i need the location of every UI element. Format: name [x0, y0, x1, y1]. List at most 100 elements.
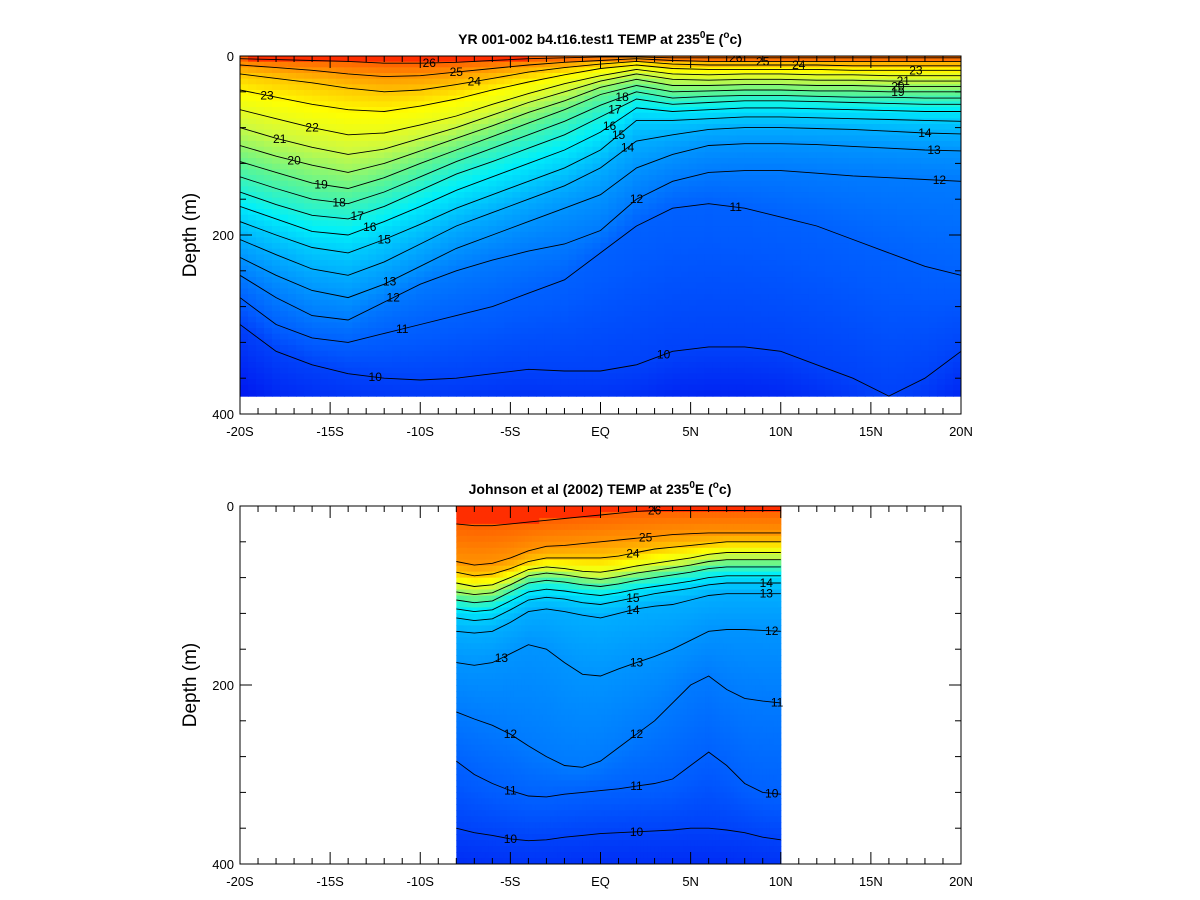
color-cell	[840, 294, 850, 301]
color-cell	[848, 243, 858, 250]
color-cell	[504, 231, 513, 238]
color-cell	[256, 192, 265, 199]
color-cell	[672, 129, 682, 136]
color-cell	[896, 169, 906, 176]
color-cell	[616, 373, 626, 380]
color-cell	[280, 237, 289, 244]
color-cell	[616, 78, 626, 85]
color-cell	[600, 175, 610, 182]
color-cell	[504, 175, 513, 182]
color-cell	[896, 141, 906, 148]
color-cell	[504, 220, 513, 227]
color-cell	[792, 260, 802, 267]
color-cell	[608, 101, 618, 108]
color-cell	[440, 107, 449, 114]
color-cell	[536, 322, 546, 329]
color-cell	[272, 294, 281, 301]
color-cell	[728, 299, 738, 307]
color-cell	[832, 333, 842, 341]
color-cell	[688, 384, 698, 392]
color-cell	[832, 124, 842, 131]
color-cell	[672, 107, 682, 114]
color-cell	[744, 78, 754, 85]
color-cell	[280, 180, 289, 187]
color-cell	[424, 141, 433, 148]
color-cell	[624, 186, 634, 193]
color-cell	[336, 311, 345, 318]
color-cell	[816, 158, 826, 165]
color-cell	[816, 379, 826, 386]
color-cell	[384, 180, 393, 187]
color-cell	[344, 248, 353, 255]
color-cell	[256, 135, 265, 142]
color-cell	[312, 243, 321, 250]
color-cell	[792, 322, 802, 329]
color-cell	[528, 56, 538, 63]
color-cell	[680, 367, 690, 375]
color-cell	[592, 333, 602, 341]
color-cell	[856, 209, 866, 216]
color-cell	[416, 141, 425, 148]
color-cell	[904, 56, 914, 63]
color-cell	[776, 107, 786, 114]
color-cell	[712, 248, 722, 255]
color-cell	[584, 277, 594, 284]
color-cell	[288, 124, 297, 131]
color-cell	[632, 282, 642, 289]
color-cell	[584, 379, 594, 386]
color-cell	[288, 112, 297, 119]
color-cell	[840, 226, 850, 233]
color-cell	[800, 84, 810, 91]
color-cell	[608, 73, 618, 80]
color-cell	[448, 311, 457, 318]
color-cell	[496, 333, 505, 341]
color-cell	[824, 282, 834, 289]
color-cell	[248, 282, 257, 289]
color-cell	[816, 175, 826, 182]
color-cell	[600, 152, 610, 159]
color-cell	[824, 294, 834, 301]
color-cell	[264, 237, 273, 244]
color-cell	[512, 169, 521, 176]
color-cell	[680, 112, 690, 119]
color-cell	[800, 345, 810, 352]
color-cell	[784, 197, 794, 204]
color-cell	[464, 265, 473, 272]
color-cell	[608, 243, 618, 250]
color-cell	[488, 379, 497, 386]
color-cell	[664, 192, 674, 199]
color-cell	[352, 288, 361, 295]
color-cell	[816, 192, 826, 199]
color-cell	[848, 226, 858, 233]
color-cell	[368, 67, 377, 74]
color-cell	[864, 271, 874, 278]
color-cell	[368, 129, 377, 136]
color-cell	[760, 350, 770, 358]
color-cell	[392, 294, 401, 301]
color-cell	[680, 67, 690, 74]
color-cell	[328, 379, 337, 386]
color-cell	[616, 175, 626, 182]
color-cell	[648, 84, 658, 91]
color-cell	[264, 299, 273, 307]
color-cell	[584, 305, 594, 312]
color-cell	[320, 271, 329, 278]
color-cell	[256, 277, 265, 284]
color-cell	[896, 311, 906, 318]
color-cell	[640, 152, 650, 159]
color-cell	[680, 56, 690, 63]
color-cell	[288, 362, 297, 369]
color-cell	[784, 124, 794, 131]
color-cell	[840, 84, 850, 91]
color-cell	[464, 237, 473, 244]
color-cell	[784, 203, 794, 210]
color-cell	[664, 288, 674, 295]
color-cell	[280, 129, 289, 136]
color-cell	[464, 152, 473, 159]
color-cell	[320, 231, 329, 238]
color-cell	[320, 124, 329, 131]
color-cell	[240, 260, 249, 267]
color-cell	[488, 316, 497, 324]
color-cell	[896, 316, 906, 324]
color-cell	[304, 350, 313, 358]
